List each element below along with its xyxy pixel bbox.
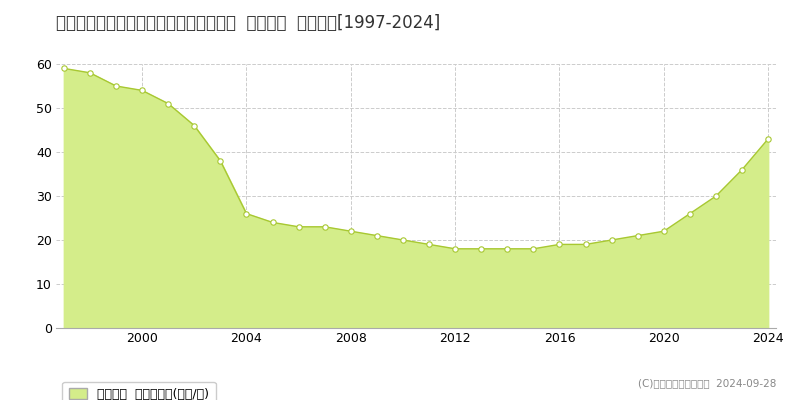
Point [292,224,305,230]
Legend: 基準地価  平均坪単価(万円/坪): 基準地価 平均坪単価(万円/坪) [62,382,215,400]
Point [631,232,644,239]
Point [449,246,462,252]
Point [240,210,253,217]
Point [344,228,357,234]
Text: 福岡県福岡市東区多の津２丁目７番２２  基準地価  地価推移[1997-2024]: 福岡県福岡市東区多の津２丁目７番２２ 基準地価 地価推移[1997-2024] [56,14,440,32]
Point [370,232,383,239]
Point [527,246,540,252]
Point [162,100,174,107]
Point [58,65,70,72]
Point [475,246,488,252]
Point [710,193,722,199]
Point [136,87,149,94]
Point [318,224,331,230]
Point [83,70,96,76]
Point [214,158,226,164]
Point [658,228,670,234]
Point [736,166,749,173]
Point [188,122,201,129]
Point [579,241,592,248]
Point [266,219,279,226]
Point [553,241,566,248]
Point [762,136,774,142]
Point [110,83,122,89]
Point [422,241,435,248]
Point [501,246,514,252]
Point [683,210,696,217]
Text: (C)土地価格ドットコム  2024-09-28: (C)土地価格ドットコム 2024-09-28 [638,378,776,388]
Point [606,237,618,243]
Point [397,237,410,243]
